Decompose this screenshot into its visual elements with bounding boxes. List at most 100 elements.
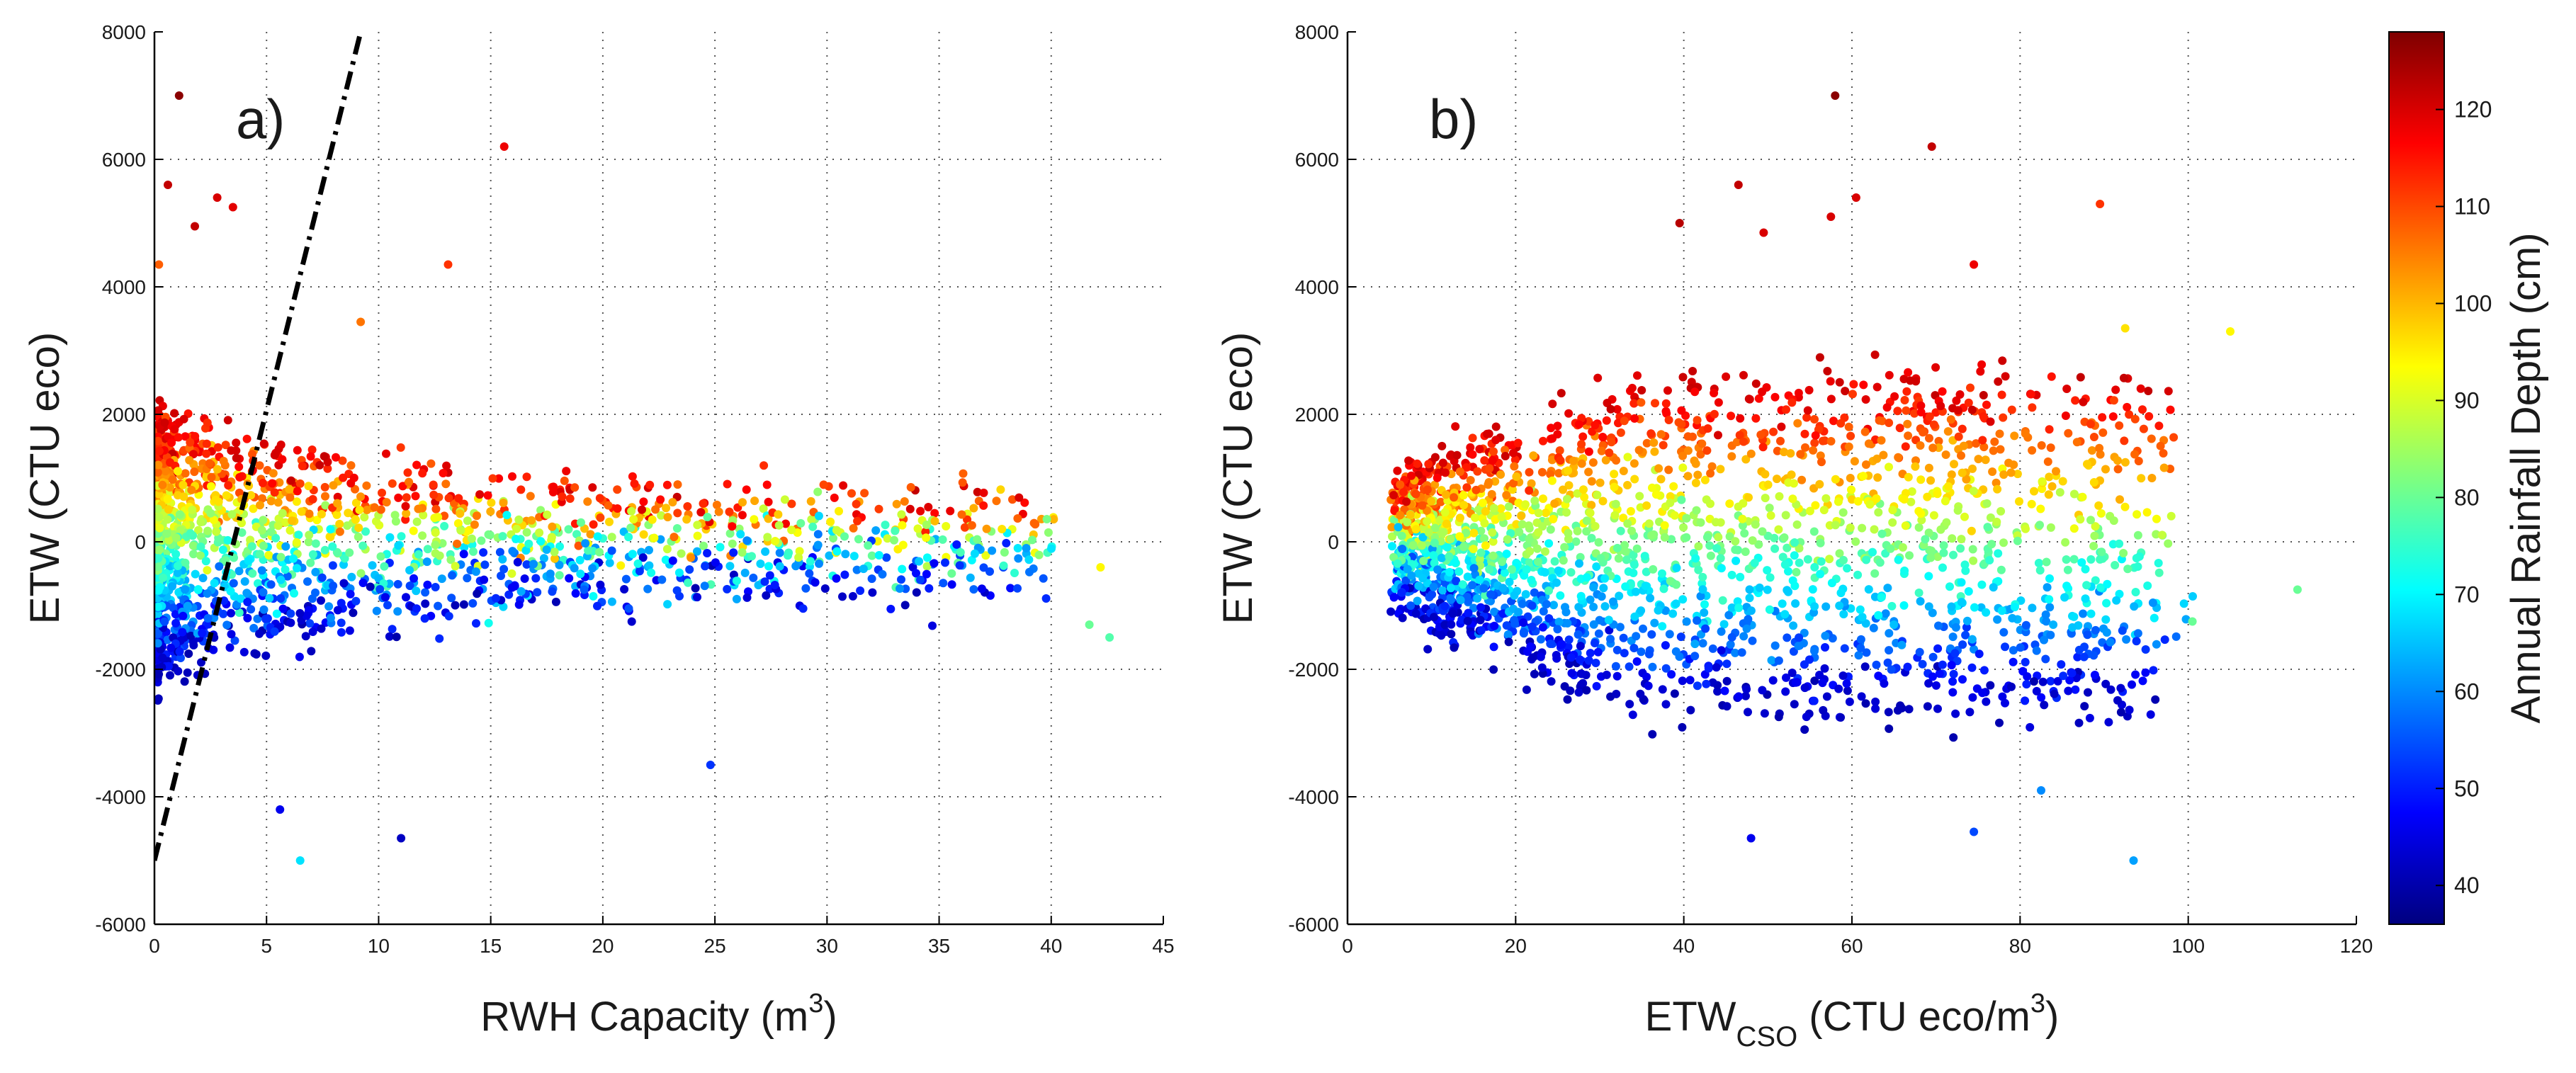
data-point — [1881, 609, 1890, 618]
data-point — [2122, 635, 2131, 644]
data-point — [281, 542, 290, 551]
data-point — [2098, 428, 2108, 437]
data-point — [1407, 571, 1416, 580]
data-point — [2138, 676, 2147, 686]
data-point — [1945, 582, 1954, 591]
data-point — [1468, 433, 1477, 443]
data-point — [825, 551, 834, 560]
data-point — [673, 480, 682, 489]
data-point — [2022, 680, 2031, 689]
data-point — [2119, 373, 2128, 382]
data-point — [2156, 441, 2165, 450]
data-point — [1986, 513, 1995, 522]
data-point — [1942, 518, 1951, 527]
data-point — [1933, 704, 1942, 713]
data-point — [409, 574, 418, 583]
data-point — [2038, 477, 2047, 486]
data-point — [444, 612, 453, 620]
data-point — [1587, 533, 1596, 543]
data-point — [712, 500, 721, 509]
data-point — [2037, 441, 2046, 450]
data-point — [2079, 397, 2088, 407]
data-point — [158, 653, 167, 662]
data-points — [154, 91, 1114, 865]
data-point — [1403, 518, 1412, 527]
data-point — [1489, 642, 1498, 652]
data-point — [2041, 610, 2050, 619]
data-point — [1587, 501, 1596, 510]
data-point — [411, 492, 420, 501]
data-point — [160, 617, 169, 626]
data-point — [1582, 573, 1591, 582]
data-point — [1898, 543, 1907, 552]
data-point — [1783, 543, 1792, 552]
data-point — [264, 550, 273, 560]
data-point — [832, 526, 841, 535]
data-point — [1413, 596, 1422, 606]
data-point — [1666, 492, 1675, 501]
data-point — [854, 535, 863, 544]
data-point — [1808, 585, 1817, 594]
data-point — [1556, 591, 1565, 600]
data-point — [1525, 535, 1534, 544]
data-point — [1488, 528, 1497, 537]
data-point — [1503, 535, 1512, 544]
data-point — [1671, 599, 1680, 608]
data-point — [398, 482, 407, 491]
data-point — [306, 558, 315, 567]
data-point — [1948, 632, 1958, 642]
data-point — [1887, 601, 1897, 611]
data-point — [761, 547, 770, 556]
data-point — [2116, 683, 2125, 693]
data-point — [930, 516, 939, 526]
data-point — [1678, 595, 1688, 604]
data-point — [992, 496, 1001, 506]
data-point — [244, 556, 253, 565]
data-point — [247, 605, 256, 614]
data-point — [1924, 528, 1933, 538]
data-point — [849, 552, 859, 561]
data-point — [1041, 594, 1051, 603]
data-point — [892, 499, 901, 509]
data-point — [1015, 493, 1024, 502]
data-point — [1527, 576, 1536, 584]
data-point — [1480, 534, 1488, 543]
data-point — [498, 555, 507, 564]
y-axis-title: ETW (CTU eco) — [1215, 332, 1261, 624]
data-point — [1765, 605, 1774, 614]
data-point — [2084, 688, 2092, 697]
data-point — [1846, 474, 1855, 482]
data-point — [947, 569, 956, 578]
data-point — [1546, 525, 1555, 534]
data-point — [522, 472, 531, 482]
data-point — [281, 565, 290, 574]
data-point — [1923, 492, 1932, 501]
data-point — [1612, 404, 1622, 414]
data-point — [214, 497, 223, 506]
data-point — [1707, 462, 1717, 471]
data-point — [1513, 438, 1523, 448]
data-point — [1621, 582, 1630, 591]
data-point — [259, 541, 268, 550]
data-point — [305, 530, 314, 540]
data-point — [431, 540, 440, 550]
data-point — [1527, 622, 1537, 631]
data-point — [1995, 718, 2004, 727]
data-point — [311, 567, 320, 577]
data-point — [1468, 450, 1477, 459]
data-point — [1397, 588, 1406, 597]
data-point — [1552, 651, 1561, 659]
data-point — [1049, 515, 1058, 524]
data-point — [302, 611, 311, 620]
data-point — [645, 480, 655, 489]
data-point — [874, 504, 883, 513]
data-point — [2030, 487, 2038, 496]
data-point — [808, 522, 818, 531]
data-point — [1597, 446, 1606, 455]
data-point — [1634, 445, 1644, 455]
data-point — [716, 543, 725, 552]
data-point — [154, 260, 164, 269]
data-point — [1559, 485, 1567, 494]
data-point — [354, 523, 363, 533]
data-point — [2128, 680, 2136, 689]
